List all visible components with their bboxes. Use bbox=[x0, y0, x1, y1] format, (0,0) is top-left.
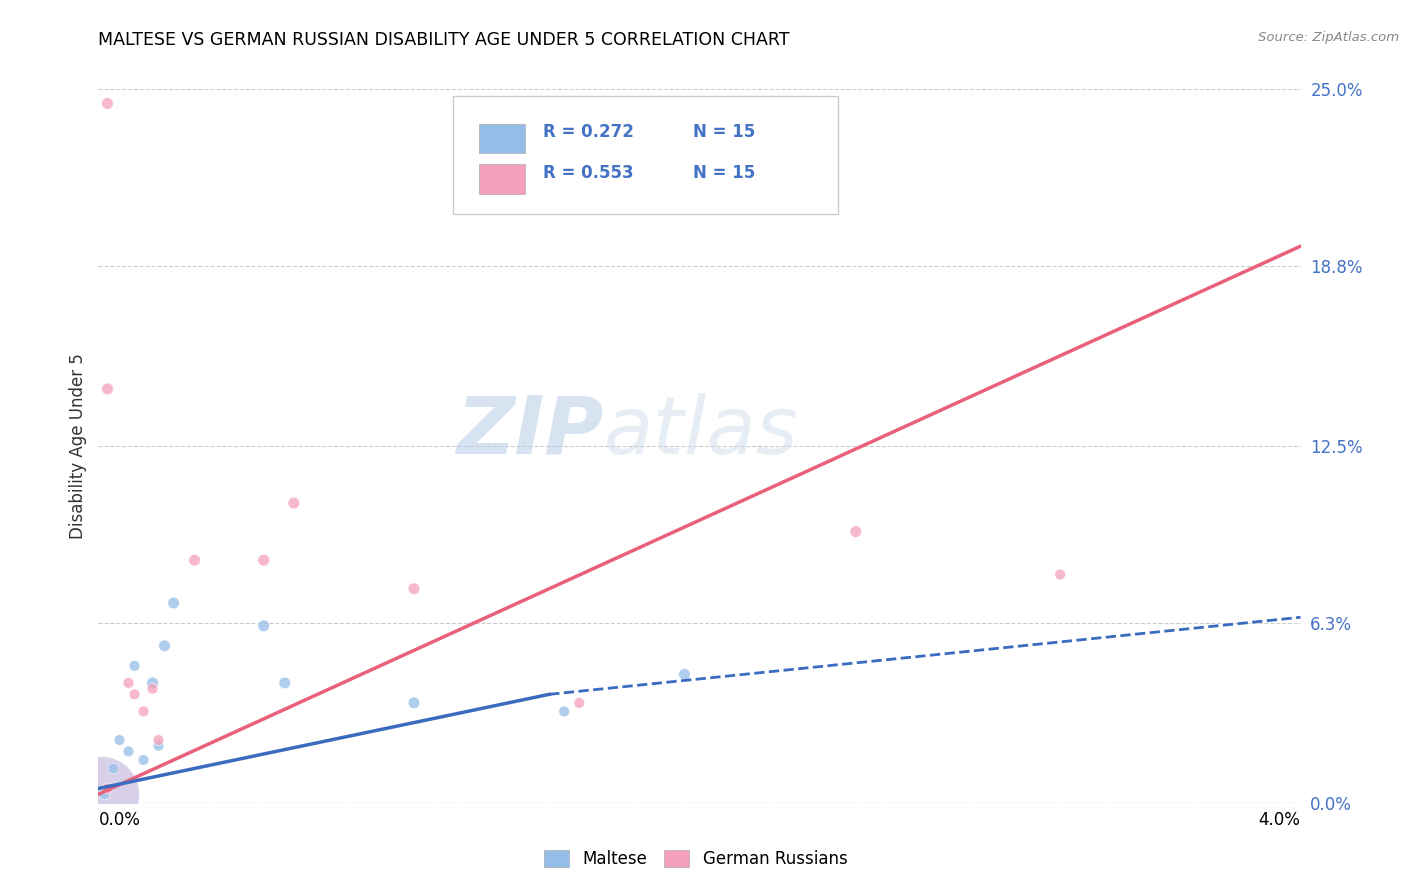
Text: N = 15: N = 15 bbox=[693, 123, 755, 141]
Point bbox=[402, 696, 425, 710]
FancyBboxPatch shape bbox=[479, 124, 526, 153]
Point bbox=[90, 787, 112, 801]
Text: ZIP: ZIP bbox=[456, 392, 603, 471]
Point bbox=[132, 753, 155, 767]
Point bbox=[673, 667, 696, 681]
Text: 4.0%: 4.0% bbox=[1258, 811, 1301, 829]
Point bbox=[103, 762, 125, 776]
Point bbox=[283, 496, 305, 510]
Point bbox=[132, 705, 155, 719]
Point bbox=[402, 582, 425, 596]
Text: 0.0%: 0.0% bbox=[98, 811, 141, 829]
Point bbox=[96, 781, 118, 796]
Point bbox=[274, 676, 297, 690]
Point bbox=[96, 96, 118, 111]
Point bbox=[124, 658, 146, 673]
Point bbox=[553, 705, 575, 719]
FancyBboxPatch shape bbox=[453, 96, 838, 214]
Text: R = 0.272: R = 0.272 bbox=[543, 123, 634, 141]
Text: atlas: atlas bbox=[603, 392, 799, 471]
Point bbox=[845, 524, 868, 539]
Point bbox=[117, 676, 139, 690]
Text: MALTESE VS GERMAN RUSSIAN DISABILITY AGE UNDER 5 CORRELATION CHART: MALTESE VS GERMAN RUSSIAN DISABILITY AGE… bbox=[98, 31, 790, 49]
Text: R = 0.553: R = 0.553 bbox=[543, 164, 634, 182]
Point bbox=[148, 739, 170, 753]
Point bbox=[141, 681, 163, 696]
Y-axis label: Disability Age Under 5: Disability Age Under 5 bbox=[69, 353, 87, 539]
Point bbox=[568, 696, 591, 710]
Point bbox=[124, 687, 146, 701]
Point bbox=[141, 676, 163, 690]
Point bbox=[253, 619, 276, 633]
Point bbox=[1049, 567, 1071, 582]
Point bbox=[183, 553, 205, 567]
Point bbox=[117, 744, 139, 758]
Point bbox=[148, 733, 170, 747]
Text: Source: ZipAtlas.com: Source: ZipAtlas.com bbox=[1258, 31, 1399, 45]
Point bbox=[162, 596, 184, 610]
Point bbox=[96, 382, 118, 396]
Point bbox=[153, 639, 176, 653]
Legend: Maltese, German Russians: Maltese, German Russians bbox=[538, 843, 853, 875]
Point bbox=[93, 787, 115, 801]
FancyBboxPatch shape bbox=[479, 164, 526, 194]
Point bbox=[253, 553, 276, 567]
Point bbox=[108, 733, 131, 747]
Text: N = 15: N = 15 bbox=[693, 164, 755, 182]
